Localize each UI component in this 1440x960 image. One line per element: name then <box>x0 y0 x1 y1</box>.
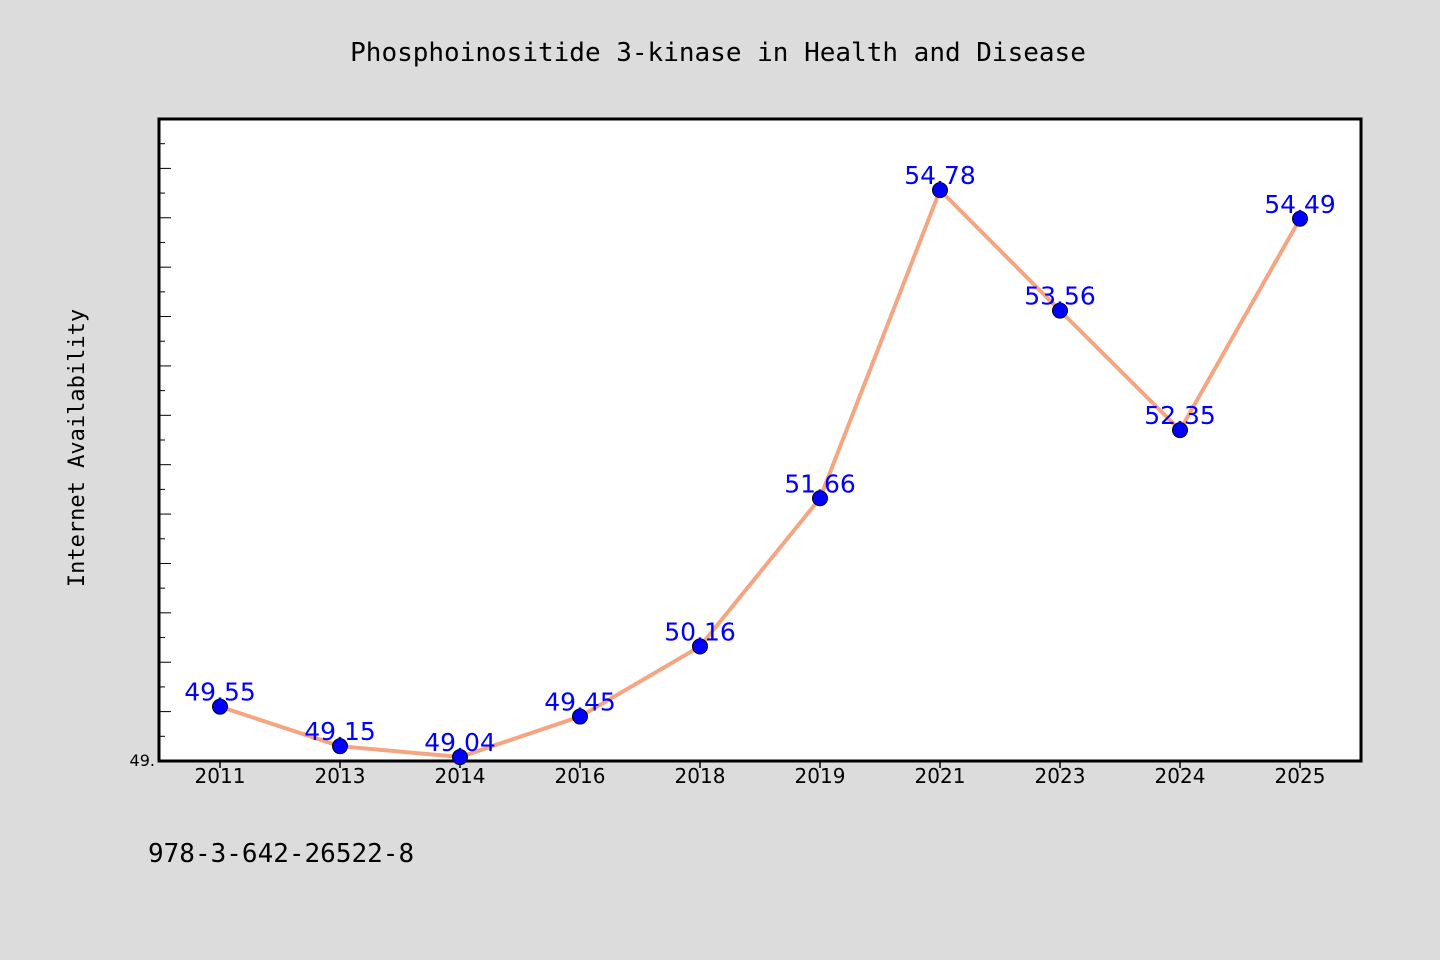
data-label: 49.45 <box>544 688 616 717</box>
data-point <box>572 708 588 725</box>
x-axis: 2011 2013 2014 2016 2018 2019 2021 2023 2024 2025 <box>195 761 1326 788</box>
data-point <box>932 182 948 199</box>
data-point <box>1172 422 1188 439</box>
data-label: 53.56 <box>1024 282 1096 311</box>
x-tick-label: 2023 <box>1035 764 1086 788</box>
plot-area <box>157 117 1363 763</box>
data-label: 54.49 <box>1264 190 1336 219</box>
data-point <box>1292 210 1308 227</box>
data-point <box>332 738 348 755</box>
data-label: 51.66 <box>784 469 856 498</box>
data-point <box>1052 302 1068 319</box>
isbn-footer: 978-3-642-26522-8 <box>148 839 414 869</box>
y-tick-label: 49. <box>130 751 155 770</box>
data-label: 52.35 <box>1144 401 1216 430</box>
data-label: 54.78 <box>904 161 976 190</box>
series-markers <box>212 182 1308 766</box>
y-axis-label: Internet Availability <box>65 309 90 587</box>
x-tick-label: 2024 <box>1155 764 1206 788</box>
data-point <box>812 490 828 507</box>
data-point <box>692 638 708 655</box>
x-tick-label: 2014 <box>435 764 486 788</box>
series-line-group <box>218 188 1302 760</box>
data-label: 49.55 <box>184 678 256 707</box>
chart-title: Phosphoinositide 3-kinase in Health and … <box>350 38 1086 68</box>
x-tick-label: 2019 <box>795 764 846 788</box>
data-label: 50.16 <box>664 617 736 646</box>
x-tick-label: 2021 <box>915 764 966 788</box>
data-point <box>452 749 468 766</box>
y-axis-ticks <box>159 118 171 762</box>
data-label: 49.15 <box>304 717 376 746</box>
x-tick-label: 2013 <box>315 764 366 788</box>
data-labels: 49.55 49.15 49.04 49.45 50.16 51.66 54.78 53.56… <box>184 161 1336 757</box>
x-tick-label: 2016 <box>555 764 606 788</box>
data-label: 49.04 <box>424 728 496 757</box>
x-tick-label: 2025 <box>1275 764 1326 788</box>
data-point <box>212 698 228 715</box>
x-tick-label: 2011 <box>195 764 246 788</box>
series-line <box>218 188 1302 760</box>
x-tick-label: 2018 <box>675 764 726 788</box>
